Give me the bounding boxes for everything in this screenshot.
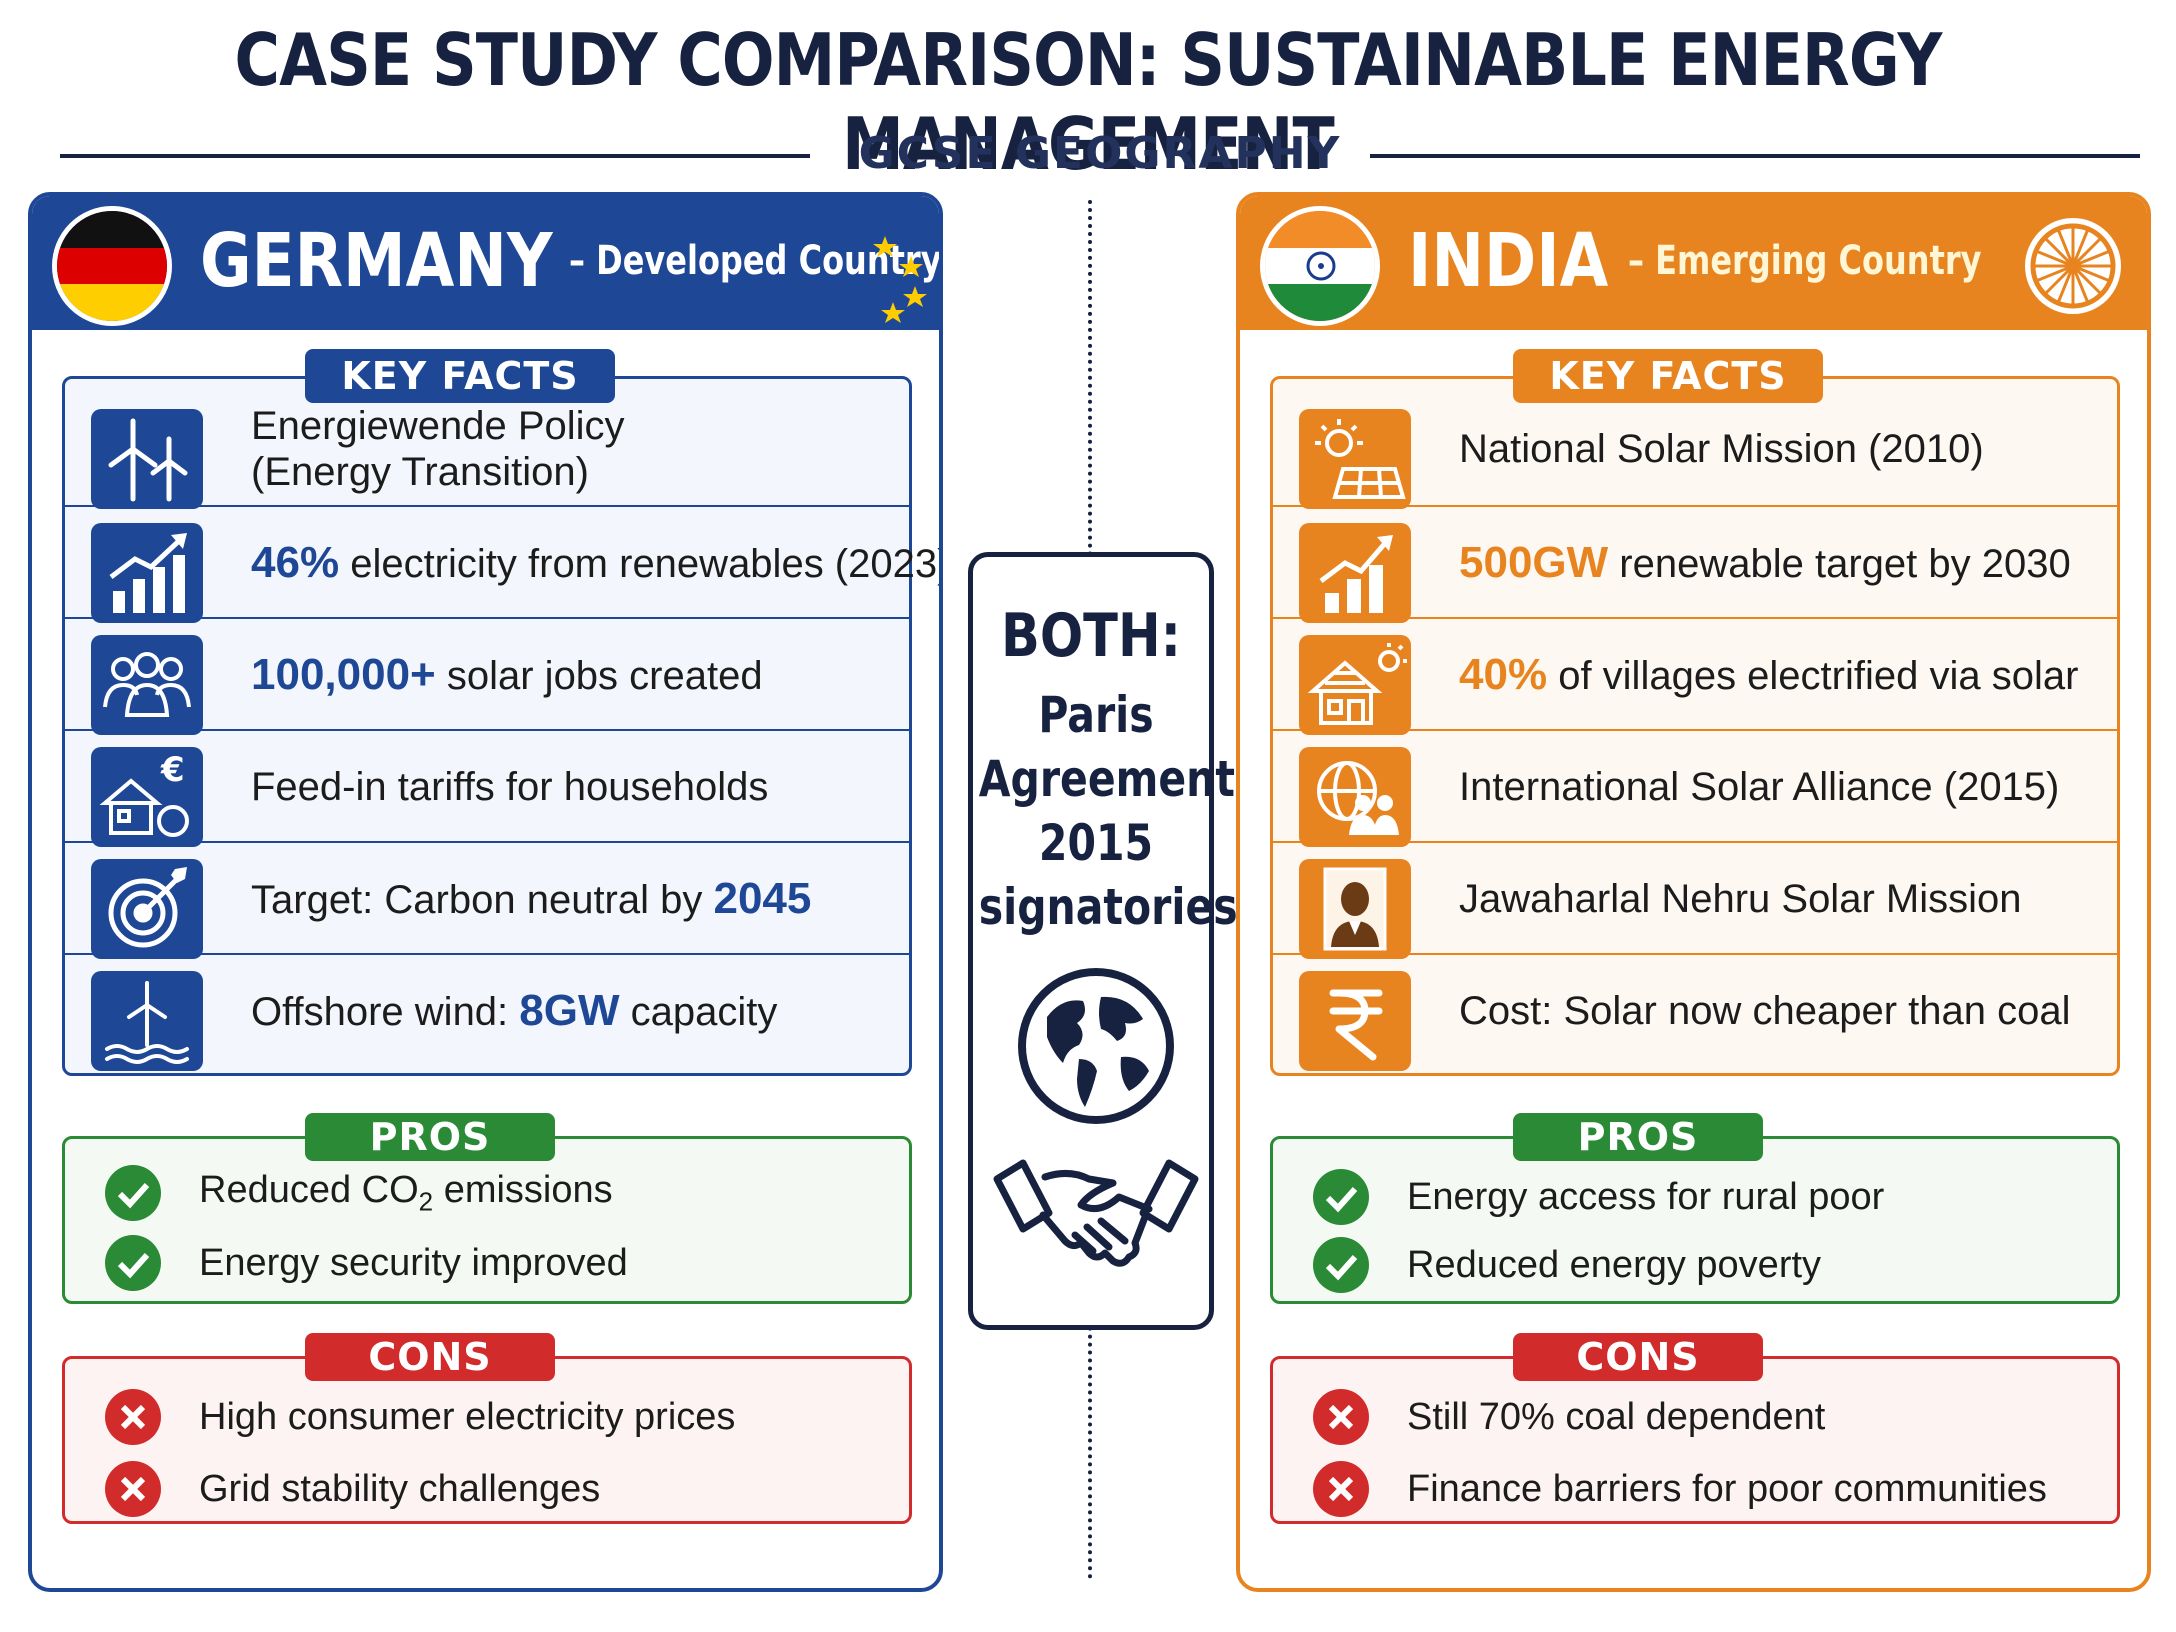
- india-fact-4: International Solar Alliance (2015): [1273, 729, 2117, 847]
- globe-people-icon: [1299, 747, 1411, 847]
- india-fact-2: 500GW renewable target by 2030: [1273, 505, 2117, 623]
- check-icon: [105, 1165, 161, 1221]
- india-header: INDIA – Emerging Country: [1240, 196, 2147, 330]
- india-fact-6: Cost: Solar now cheaper than coal: [1273, 953, 2117, 1071]
- germany-fact-3-text: 100,000+ solar jobs created: [251, 649, 763, 699]
- growth-chart-icon: [1299, 523, 1411, 623]
- subtitle-row: GCSE GEOGRAPHY: [60, 128, 2140, 184]
- germany-fact-3: 100,000+ solar jobs created: [65, 617, 909, 735]
- germany-pros-label: PROS: [305, 1113, 555, 1161]
- germany-pro-2: Energy security improved: [105, 1233, 628, 1293]
- india-fact-3: 40% of villages electrified via solar: [1273, 617, 2117, 735]
- germany-heading: GERMANY – Developed Country: [200, 218, 939, 304]
- ashoka-chakra-icon: [2025, 218, 2121, 314]
- india-fact-1-text: National Solar Mission (2010): [1459, 427, 1984, 471]
- globe-icon: [1018, 968, 1174, 1124]
- germany-con-1: High consumer electricity prices: [105, 1387, 735, 1447]
- svg-text:€: €: [160, 750, 185, 790]
- germany-key-facts: KEY FACTS Energiewende Policy (Energy Tr…: [62, 349, 939, 1076]
- germany-pros: PROS Reduced CO2 emissions Energy securi…: [62, 1113, 912, 1304]
- cross-icon: [1313, 1461, 1369, 1517]
- india-key-facts-label: KEY FACTS: [1513, 349, 1823, 403]
- solar-house-icon: [1299, 635, 1411, 735]
- both-text: Paris Agreement 2015 signatories: [978, 686, 1238, 936]
- offshore-wind-icon: [91, 971, 203, 1071]
- india-pros: PROS Energy access for rural poor Reduce…: [1270, 1113, 2120, 1304]
- people-group-icon: [91, 635, 203, 735]
- germany-con-2: Grid stability challenges: [105, 1459, 600, 1519]
- germany-fact-2: 46% electricity from renewables (2023): [65, 505, 939, 623]
- both-box: BOTH: Paris Agreement 2015 signatories: [968, 552, 1238, 1330]
- india-pro-2: Reduced energy poverty: [1313, 1235, 1821, 1295]
- growth-chart-icon: [91, 523, 203, 623]
- germany-fact-1-text: Energiewende Policy (Energy Transition): [251, 404, 625, 494]
- india-fact-4-text: International Solar Alliance (2015): [1459, 765, 2060, 809]
- germany-fact-6-text: Offshore wind: 8GW capacity: [251, 985, 778, 1035]
- india-panel: INDIA – Emerging Country KEY FACTS: [1236, 192, 2151, 1592]
- subtitle-rule-right: [1370, 154, 2140, 158]
- germany-flag-icon: [52, 206, 172, 326]
- germany-name: GERMANY: [200, 218, 553, 304]
- sun-solar-panel-icon: [1299, 409, 1411, 509]
- germany-header: GERMANY – Developed Country: [32, 196, 939, 330]
- page-title: CASE STUDY COMPARISON: SUSTAINABLE ENERG…: [234, 18, 1943, 186]
- eu-stars-icon: [873, 236, 927, 323]
- india-name: INDIA: [1408, 218, 1609, 304]
- handshake-icon: [993, 1159, 1199, 1267]
- india-fact-3-text: 40% of villages electrified via solar: [1459, 649, 2079, 699]
- india-fact-5-text: Jawaharlal Nehru Solar Mission: [1459, 877, 2022, 921]
- india-heading: INDIA – Emerging Country: [1408, 218, 2070, 304]
- cross-icon: [105, 1461, 161, 1517]
- india-flag-icon: [1260, 206, 1380, 326]
- germany-panel: GERMANY – Developed Country KEY FACTS En…: [28, 192, 943, 1592]
- subtitle-rule-left: [60, 154, 810, 158]
- india-con-1: Still 70% coal dependent: [1313, 1387, 1825, 1447]
- germany-fact-2-text: 46% electricity from renewables (2023): [251, 537, 943, 587]
- india-cons: CONS Still 70% coal dependent Finance ba…: [1270, 1333, 2120, 1524]
- india-descriptor: – Emerging Country: [1628, 238, 1982, 284]
- india-con-2: Finance barriers for poor communities: [1313, 1459, 2047, 1519]
- germany-pro-1: Reduced CO2 emissions: [105, 1163, 613, 1223]
- rupee-icon: [1299, 971, 1411, 1071]
- germany-fact-1: Energiewende Policy (Energy Transition): [65, 393, 909, 509]
- check-icon: [1313, 1169, 1369, 1225]
- india-fact-5: Jawaharlal Nehru Solar Mission: [1273, 841, 2117, 959]
- germany-cons: CONS High consumer electricity prices Gr…: [62, 1333, 912, 1524]
- cross-icon: [1313, 1389, 1369, 1445]
- india-pro-1: Energy access for rural poor: [1313, 1167, 1884, 1227]
- india-fact-1: National Solar Mission (2010): [1273, 393, 2117, 509]
- germany-key-facts-label: KEY FACTS: [305, 349, 615, 403]
- india-pros-label: PROS: [1513, 1113, 1763, 1161]
- germany-fact-4: € Feed-in tariffs for households: [65, 729, 909, 847]
- india-cons-label: CONS: [1513, 1333, 1763, 1381]
- cross-icon: [105, 1389, 161, 1445]
- target-icon: [91, 859, 203, 959]
- germany-fact-4-text: Feed-in tariffs for households: [251, 765, 769, 809]
- both-title: BOTH:: [1000, 601, 1182, 671]
- check-icon: [1313, 1237, 1369, 1293]
- portrait-icon: [1299, 859, 1411, 959]
- germany-cons-label: CONS: [305, 1333, 555, 1381]
- germany-fact-6: Offshore wind: 8GW capacity: [65, 953, 909, 1071]
- india-fact-6-text: Cost: Solar now cheaper than coal: [1459, 989, 2071, 1033]
- germany-fact-5-text: Target: Carbon neutral by 2045: [251, 873, 812, 923]
- house-euro-icon: €: [91, 747, 203, 847]
- check-icon: [105, 1235, 161, 1291]
- germany-fact-5: Target: Carbon neutral by 2045: [65, 841, 909, 959]
- subtitle: GCSE GEOGRAPHY: [858, 128, 1342, 179]
- india-fact-2-text: 500GW renewable target by 2030: [1459, 537, 2071, 587]
- india-key-facts: KEY FACTS National Solar Mission (2010) …: [1270, 349, 2120, 1076]
- wind-turbines-icon: [91, 409, 203, 509]
